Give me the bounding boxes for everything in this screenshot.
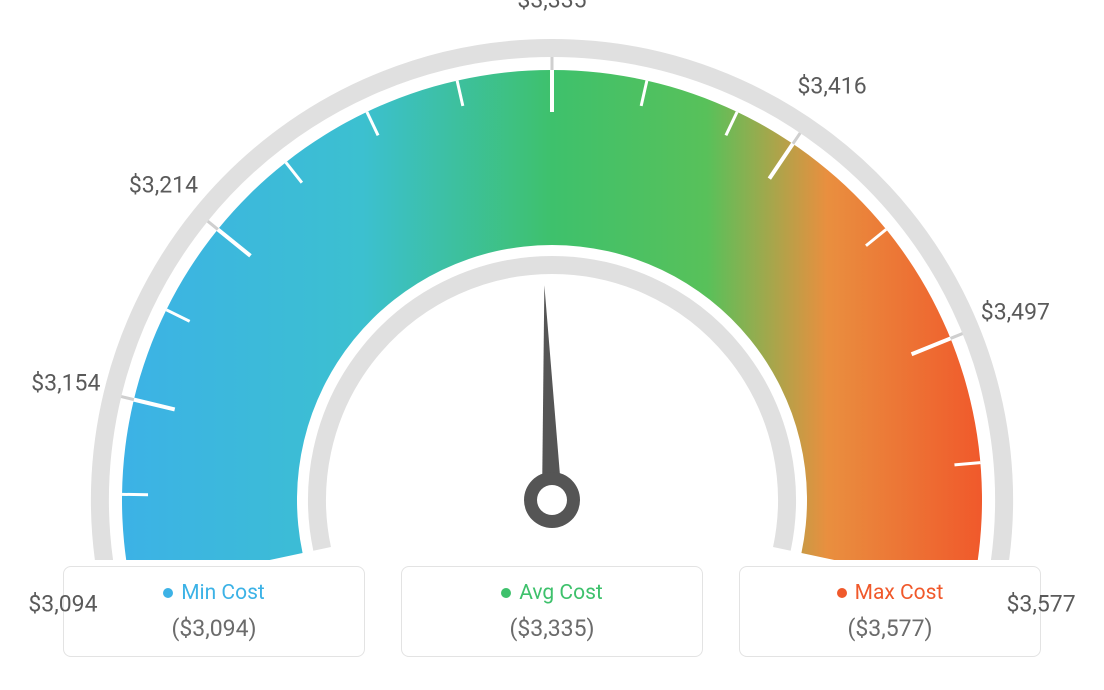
gauge-tick-label: $3,497 xyxy=(981,299,1050,326)
gauge-tick-label: $3,577 xyxy=(1006,590,1075,617)
gauge-tick-label: $3,154 xyxy=(31,370,100,397)
legend-dot-icon xyxy=(163,588,173,598)
gauge-tick-label: $3,335 xyxy=(517,0,586,14)
legend-title: Min Cost xyxy=(181,581,265,605)
legend-card-avg: Avg Cost ($3,335) xyxy=(401,566,703,657)
gauge-needle xyxy=(542,285,562,500)
legend-row: Min Cost ($3,094) Avg Cost ($3,335) Max Cost… xyxy=(0,566,1104,657)
legend-title: Max Cost xyxy=(855,581,944,605)
gauge-tick-label: $3,416 xyxy=(797,72,866,99)
legend-dot-icon xyxy=(837,588,847,598)
legend-head: Max Cost xyxy=(740,581,1040,605)
gauge-tick-label: $3,094 xyxy=(28,590,97,617)
legend-value: ($3,335) xyxy=(402,615,702,642)
legend-card-min: Min Cost ($3,094) xyxy=(63,566,365,657)
legend-title: Avg Cost xyxy=(519,581,603,605)
legend-head: Min Cost xyxy=(64,581,364,605)
legend-dot-icon xyxy=(501,588,511,598)
gauge-svg xyxy=(0,0,1104,560)
legend-card-max: Max Cost ($3,577) xyxy=(739,566,1041,657)
legend-head: Avg Cost xyxy=(402,581,702,605)
gauge-chart: $3,094$3,154$3,214$3,335$3,416$3,497$3,5… xyxy=(0,0,1104,560)
gauge-needle-hub-hole xyxy=(537,485,567,515)
legend-value: ($3,094) xyxy=(64,615,364,642)
legend-value: ($3,577) xyxy=(740,615,1040,642)
gauge-tick-label: $3,214 xyxy=(129,172,198,199)
